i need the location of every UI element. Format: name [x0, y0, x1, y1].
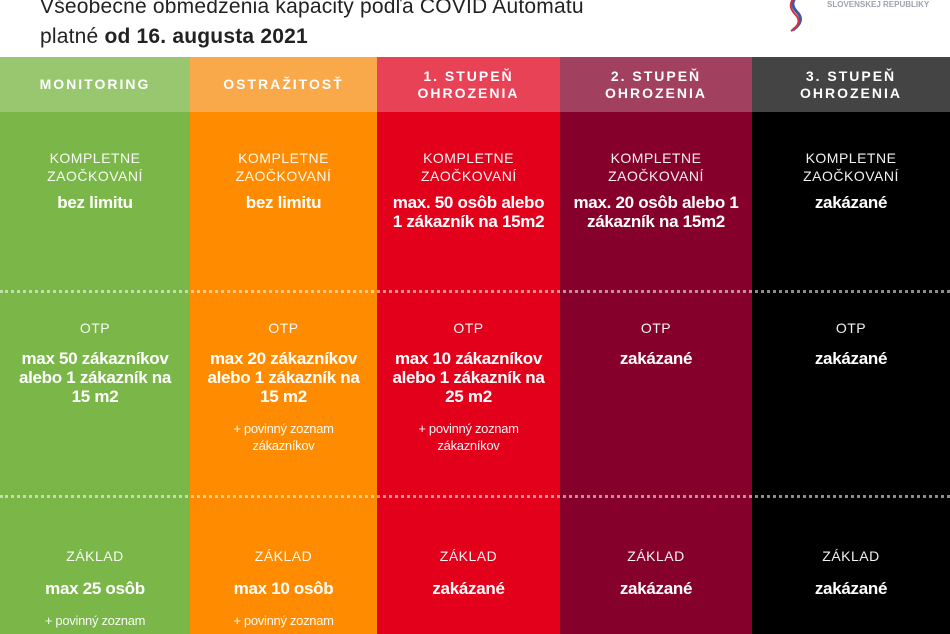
- section-label: OTP: [640, 320, 672, 336]
- title-line-1: Všeobecné obmedzenia kapacity podľa COVI…: [40, 0, 584, 18]
- column-header: OSTRAŽITOSŤ: [190, 57, 377, 112]
- column-level-3: 1. STUPEŇ OHROZENIA KOMPLETNE ZAOČKOVANÍ…: [377, 57, 560, 634]
- section-note: + povinný zoznam zákazníkov: [233, 421, 334, 453]
- section-label: KOMPLETNE ZAOČKOVANÍ: [608, 150, 704, 184]
- column-header: 2. STUPEŇ OHROZENIA: [560, 57, 752, 112]
- capacity-table: MONITORING KOMPLETNE ZAOČKOVANÍ bez limi…: [0, 57, 950, 634]
- section-value: max 50 zákazníkov alebo 1 zákazník na 15…: [18, 349, 172, 406]
- section-value: max 20 zákazníkov alebo 1 zákazník na 15…: [207, 349, 360, 406]
- column-level-4: 2. STUPEŇ OHROZENIA KOMPLETNE ZAOČKOVANÍ…: [560, 57, 752, 634]
- section-1: KOMPLETNE ZAOČKOVANÍ zakázané: [752, 149, 950, 212]
- logo-text: SLOVENSKEJ REPUBLIKY: [827, 0, 930, 9]
- section-value: max 10 osôb: [233, 579, 334, 598]
- section-value: bez limitu: [245, 193, 322, 212]
- section-label: ZÁKLAD: [254, 548, 313, 564]
- section-1: KOMPLETNE ZAOČKOVANÍ bez limitu: [190, 149, 377, 212]
- section-1: KOMPLETNE ZAOČKOVANÍ max. 50 osôb alebo …: [377, 149, 560, 231]
- section-2: OTP max 20 zákazníkov alebo 1 zákazník n…: [190, 319, 377, 454]
- column-header: 1. STUPEŇ OHROZENIA: [377, 57, 560, 112]
- section-label: ZÁKLAD: [439, 548, 498, 564]
- section-label: ZÁKLAD: [66, 548, 124, 564]
- section-note: + povinný zoznam: [44, 613, 146, 628]
- title-date: od 16. augusta 2021: [104, 25, 308, 48]
- section-label: KOMPLETNE ZAOČKOVANÍ: [803, 150, 899, 184]
- section-label: KOMPLETNE ZAOČKOVANÍ: [47, 150, 143, 184]
- section-3: ZÁKLAD zakázané: [752, 547, 950, 598]
- section-label: KOMPLETNE ZAOČKOVANÍ: [421, 150, 517, 184]
- section-label: OTP: [453, 320, 484, 336]
- section-2: OTP max 50 zákazníkov alebo 1 zákazník n…: [0, 319, 190, 406]
- section-1: KOMPLETNE ZAOČKOVANÍ max. 20 osôb alebo …: [560, 149, 752, 231]
- column-level-1: MONITORING KOMPLETNE ZAOČKOVANÍ bez limi…: [0, 57, 190, 634]
- column-header: 3. STUPEŇ OHROZENIA: [752, 57, 950, 112]
- section-label: KOMPLETNE ZAOČKOVANÍ: [235, 150, 332, 184]
- section-2: OTP zakázané: [752, 319, 950, 368]
- section-3: ZÁKLAD zakázané: [560, 547, 752, 598]
- section-value: zakázané: [432, 579, 505, 598]
- section-value: max. 50 osôb alebo 1 zákazník na 15m2: [392, 193, 545, 231]
- section-value: zakázané: [814, 349, 888, 368]
- column-header: MONITORING: [0, 57, 190, 112]
- section-value: zakázané: [814, 193, 888, 212]
- section-3: ZÁKLAD max 25 osôb + povinný zoznam: [0, 547, 190, 629]
- section-value: zakázané: [814, 579, 888, 598]
- section-divider: [0, 495, 950, 498]
- section-1: KOMPLETNE ZAOČKOVANÍ bez limitu: [0, 149, 190, 212]
- section-value: max. 20 osôb alebo 1 zákazník na 15m2: [573, 193, 739, 231]
- section-2: OTP zakázané: [560, 319, 752, 368]
- section-label: OTP: [268, 320, 299, 336]
- section-2: OTP max 10 zákazníkov alebo 1 zákazník n…: [377, 319, 560, 454]
- section-3: ZÁKLAD max 10 osôb + povinný zoznam: [190, 547, 377, 629]
- page-title: Všeobecné obmedzenia kapacity podľa COVI…: [40, 0, 584, 52]
- section-label: ZÁKLAD: [822, 548, 880, 564]
- column-level-5: 3. STUPEŇ OHROZENIA KOMPLETNE ZAOČKOVANÍ…: [752, 57, 950, 634]
- section-value: max 25 osôb: [45, 579, 145, 598]
- section-value: zakázané: [619, 349, 693, 368]
- logo-ribbon-icon: [789, 0, 802, 32]
- section-value: bez limitu: [57, 193, 133, 212]
- section-note: + povinný zoznam: [233, 613, 334, 628]
- section-label: ZÁKLAD: [627, 548, 685, 564]
- column-level-2: OSTRAŽITOSŤ KOMPLETNE ZAOČKOVANÍ bez lim…: [190, 57, 377, 634]
- section-3: ZÁKLAD zakázané: [377, 547, 560, 598]
- ministry-logo: SLOVENSKEJ REPUBLIKY: [785, 0, 945, 40]
- section-label: OTP: [79, 320, 111, 336]
- title-line-2: platné od 16. augusta 2021: [40, 22, 584, 52]
- section-value: zakázané: [619, 579, 693, 598]
- title-prefix: platné: [40, 25, 105, 48]
- section-label: OTP: [835, 320, 867, 336]
- section-divider: [0, 290, 950, 293]
- section-note: + povinný zoznam zákazníkov: [418, 421, 519, 453]
- section-value: max 10 zákazníkov alebo 1 zákazník na 25…: [392, 349, 545, 406]
